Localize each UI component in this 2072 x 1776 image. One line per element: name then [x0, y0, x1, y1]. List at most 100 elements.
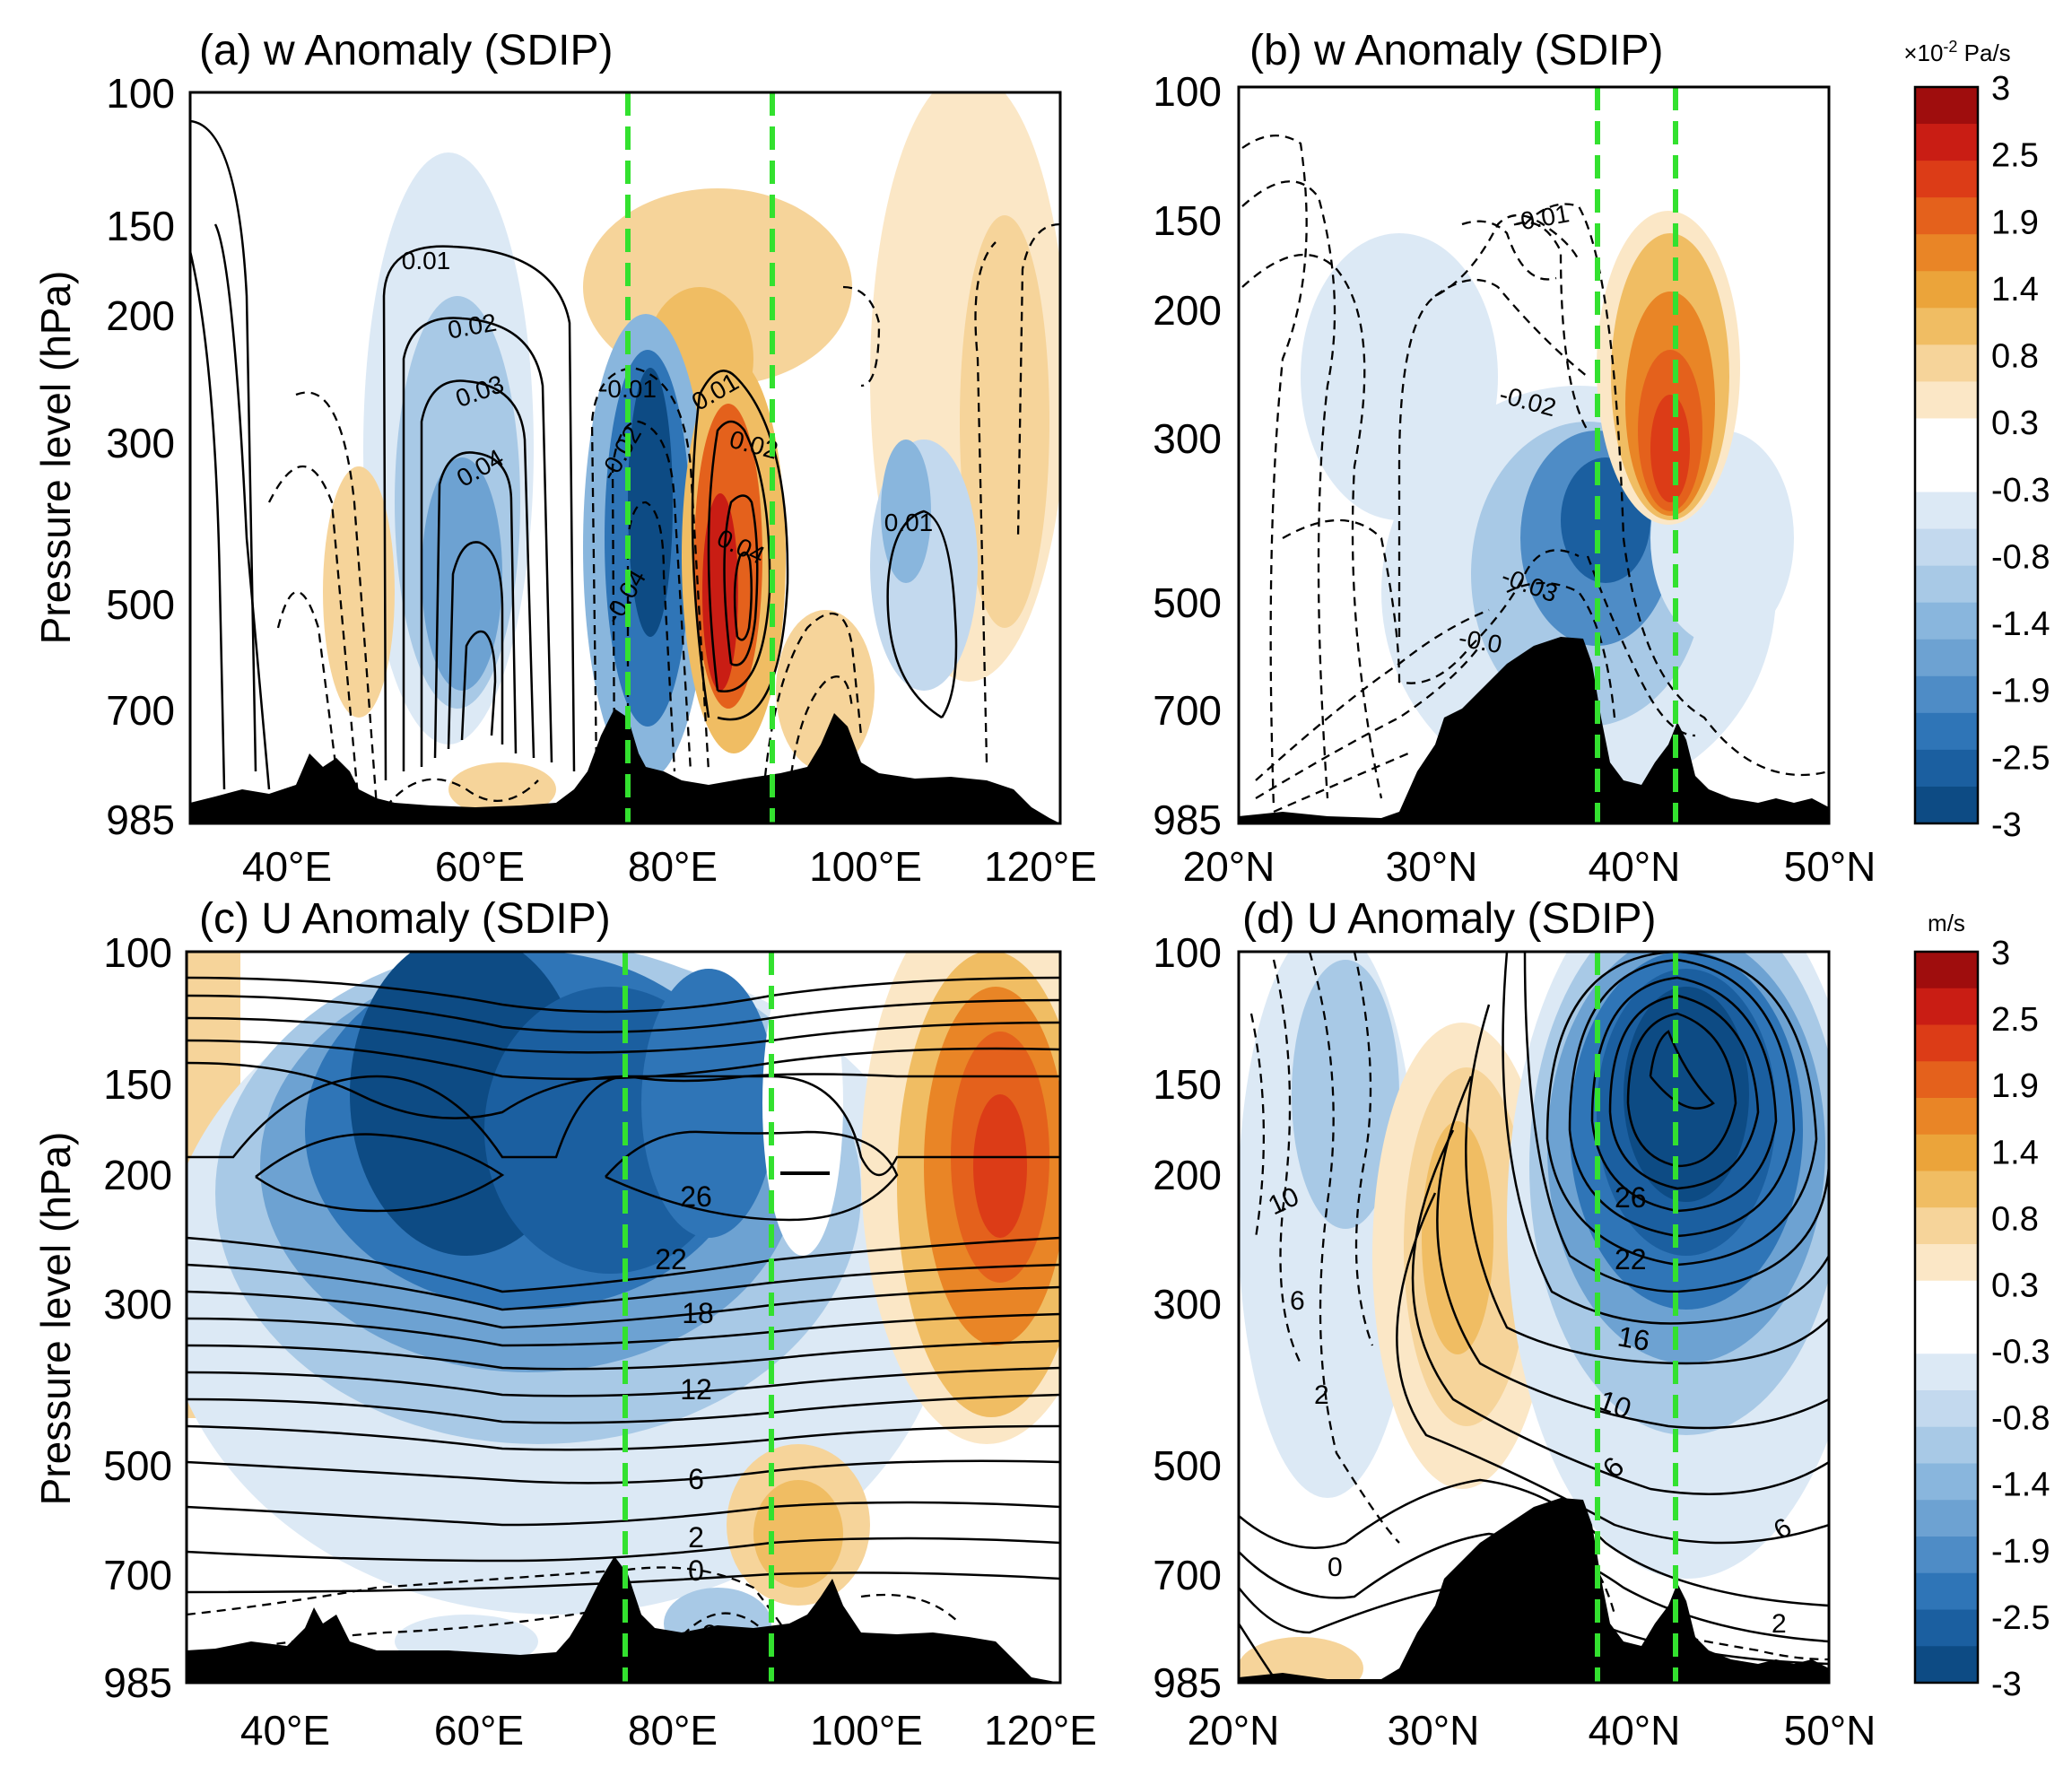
- panel-b: -0.01 -0.02 -0.03 -0.0 (b) w Anomaly (SD…: [1153, 27, 1876, 890]
- colorbar-u-band-7: [1915, 1207, 1978, 1245]
- contour-label-d-7: 16: [1615, 1319, 1652, 1357]
- title-c: (c) U Anomaly (SDIP): [199, 895, 611, 943]
- xtick-c-60E: 60°E: [434, 1707, 524, 1754]
- colorbar-w-label-0: 3: [1991, 70, 2010, 108]
- colorbar-w-label-10: -2.5: [1991, 739, 2050, 777]
- contour-b-6: [1515, 221, 1589, 431]
- contour-a-left-2: [213, 223, 271, 790]
- ytick-a-150: 150: [106, 203, 175, 249]
- colorbar-u-band-3: [1915, 1061, 1978, 1099]
- colorbar-w-band-16: [1915, 675, 1978, 714]
- anomaly-d-pos-lower-left: [1239, 1637, 1363, 1683]
- panel-d-field: 10 6 2 0 26 22 16 10 6 -2 6 2: [1239, 952, 1829, 1683]
- xtick-a-100E: 100°E: [809, 843, 922, 890]
- contour-c-h1: [187, 976, 1060, 1014]
- ytick-b-500: 500: [1153, 579, 1222, 626]
- colorbar-u-label-0: 3: [1991, 935, 2010, 972]
- colorbar-w-frame: [1913, 85, 1980, 825]
- xtick-a-80E: 80°E: [628, 843, 718, 890]
- title-a: (a) w Anomaly (SDIP): [199, 27, 613, 74]
- ytick-c-500: 500: [103, 1442, 172, 1489]
- contour-a-neg-97E: [842, 285, 881, 387]
- xtick-a-120E: 120°E: [984, 843, 1097, 890]
- colorbar-u-swatches: [1915, 952, 1978, 1684]
- ytick-d-300: 300: [1153, 1281, 1222, 1328]
- contour-c-h4: [187, 1039, 1060, 1081]
- xtick-a-40E: 40°E: [242, 843, 332, 890]
- xticks-c: 40°E 60°E 80°E 100°E 120°E: [240, 1707, 1097, 1754]
- anomaly-d-neg-core: [1624, 987, 1749, 1202]
- ylabel-c: Pressure level (hPa): [32, 1132, 79, 1506]
- contour-b-14: [1506, 581, 1616, 718]
- contour-a-60E-5: [447, 541, 504, 750]
- colorbar-w-band-4: [1915, 234, 1978, 272]
- colorbar-w-band-9: [1915, 418, 1978, 456]
- yticks-a: 100 150 200 300 500 700 985: [106, 70, 175, 843]
- ytick-b-300: 300: [1153, 415, 1222, 462]
- colorbar-w-label-6: -0.3: [1991, 472, 2050, 509]
- contour-c-h17: [187, 1537, 1060, 1563]
- contour-c-zero: [187, 1566, 809, 1669]
- colorbar-u-label-11: -3: [1991, 1666, 2022, 1703]
- colorbar-w-band-7: [1915, 344, 1978, 382]
- ytick-a-100: 100: [106, 70, 175, 117]
- contour-d-r6: [1545, 952, 1818, 1267]
- ytick-c-100: 100: [103, 929, 172, 976]
- terrain-d: [1239, 1498, 1829, 1683]
- xtick-a-60E: 60°E: [435, 843, 525, 890]
- colorbar-w-band-0: [1915, 87, 1978, 125]
- ytick-c-300: 300: [103, 1281, 172, 1328]
- ytick-d-150: 150: [1153, 1061, 1222, 1108]
- panel-a: 0.01 0.02 0.03 0.04 -0.01 -0.02 -0.04 0.…: [32, 27, 1097, 890]
- colorbar-u-band-13: [1915, 1426, 1978, 1464]
- contour-c-neg-3: [860, 1593, 961, 1624]
- anomaly-c-pos-lower-90E-core: [753, 1480, 843, 1588]
- colorbar-w-band-17: [1915, 712, 1978, 751]
- ytick-d-985: 985: [1153, 1659, 1222, 1706]
- colorbar-w-band-8: [1915, 381, 1978, 419]
- xticks-a: 40°E 60°E 80°E 100°E 120°E: [242, 843, 1097, 890]
- colorbar-u-label-9: -1.9: [1991, 1533, 2050, 1571]
- colorbar-w-label-3: 1.4: [1991, 271, 2039, 309]
- contour-b-2: [1241, 180, 1336, 799]
- contour-a-60E-6: [460, 630, 497, 741]
- contour-label-d-3: 2: [1314, 1380, 1329, 1410]
- contour-d-r11: [1411, 1129, 1829, 1495]
- contour-d-r10: [1436, 1075, 1829, 1430]
- panel-b-field: -0.01 -0.02 -0.03 -0.0: [1239, 87, 1829, 823]
- ytick-b-100: 100: [1153, 68, 1222, 115]
- contour-d-r8: [1502, 952, 1829, 1325]
- colorbar-u-band-8: [1915, 1244, 1978, 1282]
- contour-a-neg-45E-3: [276, 590, 343, 808]
- contour-a-neg-117E: [1016, 222, 1060, 539]
- terrain-b: [1239, 637, 1829, 823]
- xtick-c-120E: 120°E: [984, 1707, 1097, 1754]
- contour-d-dash-6: [1658, 1631, 1829, 1661]
- contour-label-c-2: 22: [655, 1243, 687, 1275]
- contour-label-b-1: -0.01: [1510, 199, 1571, 237]
- ytick-b-200: 200: [1153, 287, 1222, 334]
- contour-a-107E: [886, 509, 958, 719]
- colorbar-u-label-4: 0.8: [1991, 1200, 2039, 1238]
- colorbar-w-band-6: [1915, 308, 1978, 345]
- contour-c-h16: [187, 1501, 1060, 1527]
- contour-c-inner-east: [605, 1130, 899, 1222]
- contour-d-r4: [1590, 976, 1778, 1213]
- xtick-b-20N: 20°N: [1183, 843, 1275, 890]
- colorbar-u-label-1: 2.5: [1991, 1001, 2039, 1039]
- colorbar-w-band-1: [1915, 124, 1978, 161]
- contour-c-inner-west: [255, 1133, 505, 1213]
- colorbar-u-label-8: -1.4: [1991, 1467, 2050, 1504]
- title-b: (b) w Anomaly (SDIP): [1249, 27, 1663, 74]
- colorbar-u-band-4: [1915, 1098, 1978, 1136]
- ytick-a-500: 500: [106, 581, 175, 628]
- ytick-b-985: 985: [1153, 797, 1222, 843]
- contour-c-neg-1: [187, 1604, 629, 1661]
- colorbar-w-band-12: [1915, 528, 1978, 567]
- colorbar-w-swatches: [1915, 87, 1978, 824]
- panel-c-field: 26 22 18 12 6 2 0 -2: [187, 952, 1060, 1683]
- yticks-b: 100 150 200 300 500 700 985: [1153, 68, 1222, 843]
- contour-b-9: [1255, 608, 1490, 781]
- contour-a-left-1: [190, 119, 257, 772]
